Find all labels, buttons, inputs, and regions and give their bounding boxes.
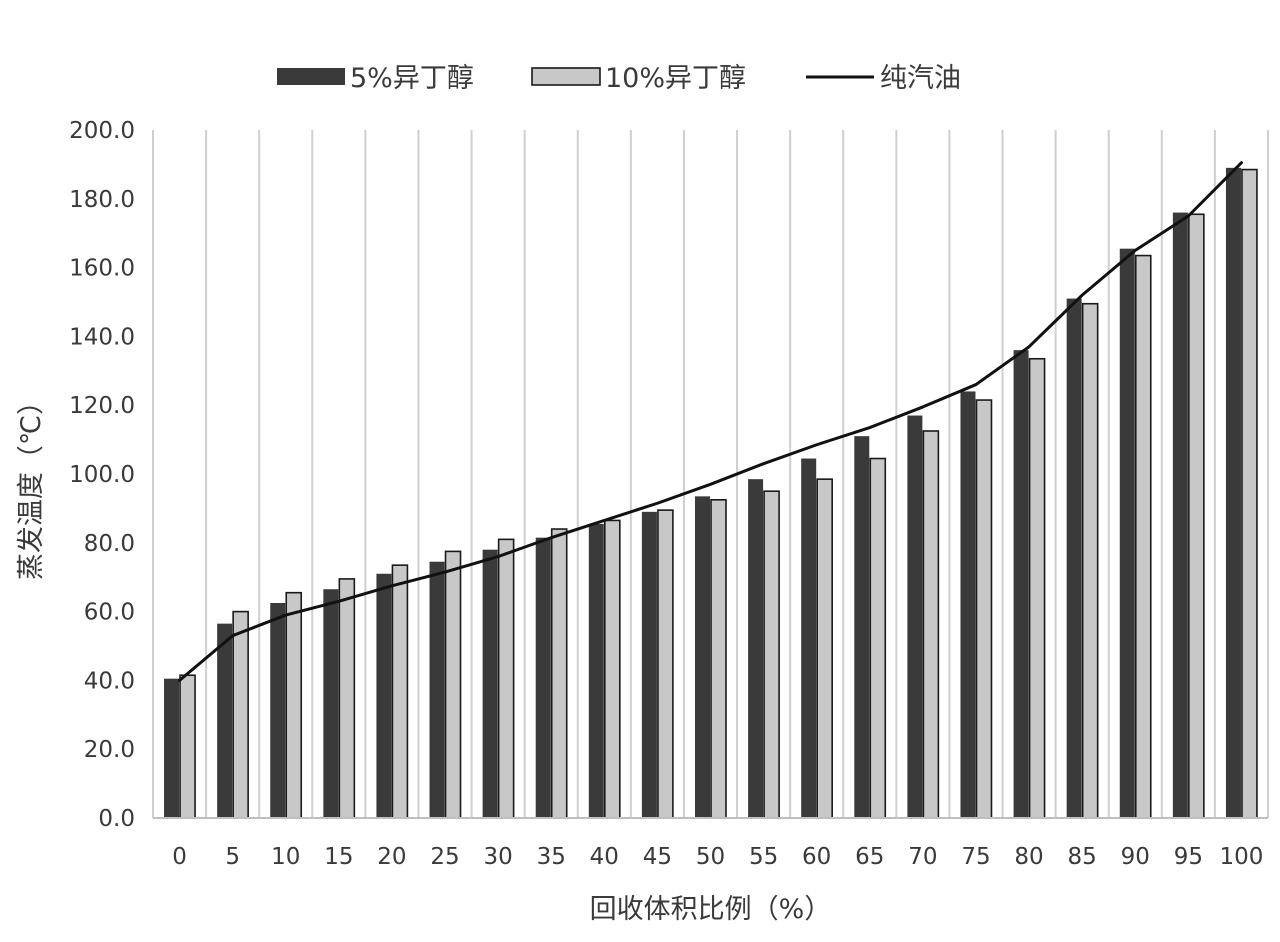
x-tick-label: 0 (172, 844, 187, 870)
x-tick-label: 25 (430, 844, 459, 870)
y-tick-label: 40.0 (84, 668, 135, 694)
x-tick-label: 45 (643, 844, 672, 870)
bar-series-2 (232, 610, 249, 819)
x-tick-label: 50 (696, 844, 725, 870)
bar-series-2 (444, 550, 462, 819)
y-tick-label: 60.0 (84, 600, 135, 626)
bar-series-2 (657, 509, 674, 819)
x-tick-label: 70 (908, 844, 937, 870)
x-tick-label: 5 (225, 844, 240, 870)
bar-series-2 (1028, 357, 1046, 819)
bars (164, 167, 1258, 819)
bar-series-1 (376, 573, 392, 818)
y-tick-label: 0.0 (98, 806, 135, 832)
bar-series-1 (323, 589, 339, 818)
y-axis-title: 蒸发温度（℃） (16, 388, 47, 580)
bar-series-2 (816, 478, 833, 819)
bar-series-2 (710, 498, 727, 819)
legend-label: 纯汽油 (880, 63, 961, 94)
bar-series-1 (854, 436, 870, 818)
line-series-path (178, 161, 1243, 682)
bar-series-1 (1172, 212, 1188, 818)
y-tick-label: 100.0 (69, 462, 135, 488)
line-series (178, 161, 1243, 682)
bar-series-2 (604, 519, 621, 819)
bar-series-1 (270, 603, 286, 818)
bar-series-1 (1066, 298, 1082, 818)
bar-series-2 (869, 457, 887, 819)
x-tick-label: 55 (749, 844, 778, 870)
bar-series-2 (391, 564, 409, 819)
x-tick-label: 65 (855, 844, 884, 870)
bar-series-1 (1119, 248, 1135, 818)
bar-series-1 (960, 391, 976, 818)
bar-series-2 (285, 591, 303, 819)
y-tick-label: 80.0 (84, 531, 135, 557)
x-tick-label: 80 (1014, 844, 1043, 870)
x-tick-label: 85 (1068, 844, 1097, 870)
bar-series-2 (1241, 168, 1258, 819)
legend-label: 10%异丁醇 (605, 63, 746, 94)
x-tick-label: 30 (483, 844, 512, 870)
x-tick-label: 15 (324, 844, 353, 870)
bar-series-2 (179, 674, 196, 819)
x-axis-title: 回收体积比例（%） (590, 894, 832, 925)
bar-series-1 (588, 523, 604, 818)
y-tick-label: 140.0 (69, 324, 135, 350)
bar-series-1 (641, 511, 657, 818)
bar-series-1 (429, 561, 445, 818)
legend-swatch (531, 67, 601, 86)
bar-series-1 (1225, 167, 1241, 819)
x-tick-label: 95 (1174, 844, 1203, 870)
bar-series-2 (922, 430, 940, 819)
y-tick-label: 20.0 (84, 737, 135, 763)
bar-series-1 (535, 537, 551, 818)
bar-series-1 (695, 496, 710, 818)
bar-series-1 (748, 479, 764, 818)
gridlines (152, 130, 1269, 818)
bar-series-1 (164, 678, 180, 818)
axes: 0.0 20.0 40.0 60.0 80.0 100.0 120.0 140.0 160.0 1… (69, 118, 1268, 870)
x-tick-label: 60 (802, 844, 831, 870)
y-tick-label: 160.0 (69, 256, 135, 282)
bar-series-1 (907, 415, 923, 818)
y-tick-label: 120.0 (69, 393, 135, 419)
legend-swatch (277, 68, 345, 85)
x-tick-label: 20 (377, 844, 406, 870)
x-tick-label: 75 (961, 844, 990, 870)
y-tick-label: 180.0 (69, 187, 135, 213)
x-tick-label: 100 (1219, 844, 1263, 870)
bar-series-2 (763, 490, 780, 819)
bar-series-2 (1081, 302, 1099, 819)
x-tick-label: 90 (1121, 844, 1150, 870)
x-tick-label: 10 (271, 844, 300, 870)
bar-series-2 (550, 528, 568, 819)
legend-label: 5%异丁醇 (350, 63, 474, 94)
bar-series-1 (801, 458, 817, 818)
y-tick-label: 200.0 (69, 118, 135, 144)
bar-series-1 (217, 623, 233, 818)
x-tick-label: 40 (590, 844, 619, 870)
bar-series-2 (497, 538, 515, 819)
bar-series-2 (1188, 213, 1205, 819)
bar-series-2 (975, 399, 993, 819)
legend: 5%异丁醇 10%异丁醇 纯汽油 (277, 63, 961, 94)
bar-series-1 (1013, 350, 1029, 818)
bar-series-2 (338, 578, 356, 819)
bar-series-1 (482, 549, 498, 818)
x-tick-label: 35 (537, 844, 566, 870)
bar-series-2 (1134, 254, 1152, 819)
